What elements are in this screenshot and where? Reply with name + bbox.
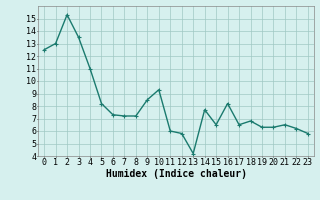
X-axis label: Humidex (Indice chaleur): Humidex (Indice chaleur) <box>106 168 246 179</box>
